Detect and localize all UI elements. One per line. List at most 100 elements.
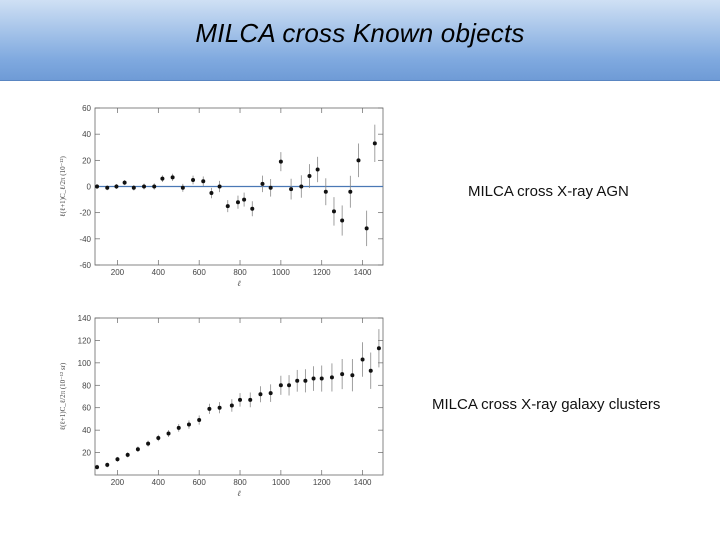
data-point	[356, 158, 361, 163]
data-point	[348, 189, 353, 194]
title-bar: MILCA cross Known objects	[0, 0, 720, 81]
data-point	[191, 177, 196, 182]
data-point	[248, 397, 253, 402]
data-point	[229, 403, 234, 408]
data-point	[114, 184, 119, 189]
x-tick-label: 1000	[272, 478, 290, 487]
y-tick-label: 60	[82, 404, 91, 413]
y-tick-label: 40	[82, 130, 91, 139]
data-point	[105, 185, 110, 190]
data-point	[278, 159, 283, 164]
data-point	[152, 184, 157, 189]
data-point	[201, 179, 206, 184]
data-point	[217, 405, 222, 410]
clusters-cross-plot: 20 40 60 80 100 120 140 200 400 600 800 1000 1200 140…	[59, 314, 384, 498]
data-point	[146, 441, 151, 446]
x-tick-label: 600	[192, 268, 206, 277]
x-tick-label: 800	[233, 478, 247, 487]
y-tick-label: 60	[82, 104, 91, 113]
data-point	[217, 184, 222, 189]
slide-title: MILCA cross Known objects	[195, 18, 525, 48]
data-point	[180, 185, 185, 190]
clusters-plot-label: MILCA cross X-ray galaxy clusters	[432, 396, 661, 413]
data-point	[142, 184, 147, 189]
data-point	[197, 418, 202, 423]
data-point	[176, 425, 181, 430]
data-point	[260, 181, 265, 186]
data-point	[122, 180, 127, 185]
data-point	[95, 184, 100, 189]
y-tick-label: -40	[79, 235, 91, 244]
data-point	[95, 465, 100, 470]
data-point	[350, 373, 355, 378]
data-point	[135, 447, 140, 452]
data-point	[166, 431, 171, 436]
data-point	[295, 378, 300, 383]
agn-cross-plot: -60 -40 -20 0 20 40 60 200 400 600 800 1000 1200 1400…	[59, 104, 384, 288]
y-tick-label: 100	[78, 359, 92, 368]
data-point	[311, 376, 316, 381]
x-axis-label: ℓ	[237, 489, 241, 498]
x-tick-label: 1400	[354, 268, 372, 277]
y-tick-label: -20	[79, 209, 91, 218]
data-point	[268, 391, 273, 396]
data-point	[287, 383, 292, 388]
plot-frame	[94, 317, 384, 476]
data-point	[303, 378, 308, 383]
x-tick-label: 200	[111, 268, 125, 277]
y-tick-label: 80	[82, 381, 91, 390]
y-tick-label: 40	[82, 426, 91, 435]
data-point	[376, 346, 381, 351]
x-tick-label: 1000	[272, 268, 290, 277]
data-point	[115, 457, 120, 462]
data-point	[360, 357, 365, 362]
y-tick-label: 20	[82, 449, 91, 458]
data-point	[156, 435, 161, 440]
data-point	[319, 376, 324, 381]
data-point	[340, 372, 345, 377]
x-tick-label: 200	[111, 478, 125, 487]
data-point	[372, 141, 377, 146]
data-point	[289, 187, 294, 192]
x-tick-label: 600	[192, 478, 206, 487]
y-tick-label: -60	[79, 261, 91, 270]
y-tick-label: 120	[78, 336, 92, 345]
agn-plot-label: MILCA cross X-ray AGN	[468, 183, 629, 200]
data-point	[323, 189, 328, 194]
y-axis-label: ℓ(ℓ+1)C_ℓ/2π (10⁻¹² sr)	[59, 362, 67, 430]
data-point	[225, 204, 230, 209]
data-point	[268, 185, 273, 190]
data-point	[238, 397, 243, 402]
data-point	[307, 174, 312, 179]
x-tick-label: 800	[233, 268, 247, 277]
data-point	[242, 197, 247, 202]
data-point	[207, 406, 212, 411]
data-point	[278, 383, 283, 388]
data-point	[160, 176, 165, 181]
data-point	[315, 167, 320, 172]
y-tick-label: 20	[82, 156, 91, 165]
data-point	[105, 462, 110, 467]
data-point	[258, 392, 263, 397]
data-point	[364, 226, 369, 231]
y-tick-label: 140	[78, 314, 92, 323]
data-point	[368, 368, 373, 373]
data-point	[131, 185, 136, 190]
data-point	[250, 206, 255, 211]
data-point	[235, 200, 240, 205]
x-tick-label: 1200	[313, 478, 331, 487]
x-axis-label: ℓ	[237, 279, 241, 288]
y-tick-label: 0	[87, 183, 92, 192]
data-point	[299, 184, 304, 189]
x-tick-label: 400	[152, 268, 166, 277]
data-point	[340, 218, 345, 223]
x-tick-label: 1200	[313, 268, 331, 277]
y-axis-label: ℓ(ℓ+1)C_ℓ/2π (10⁻¹²)	[59, 156, 67, 217]
x-tick-label: 1400	[354, 478, 372, 487]
data-point	[186, 422, 191, 427]
data-point	[170, 175, 175, 180]
data-point	[331, 209, 336, 214]
data-point	[209, 191, 214, 196]
data-point	[125, 452, 130, 457]
x-tick-label: 400	[152, 478, 166, 487]
